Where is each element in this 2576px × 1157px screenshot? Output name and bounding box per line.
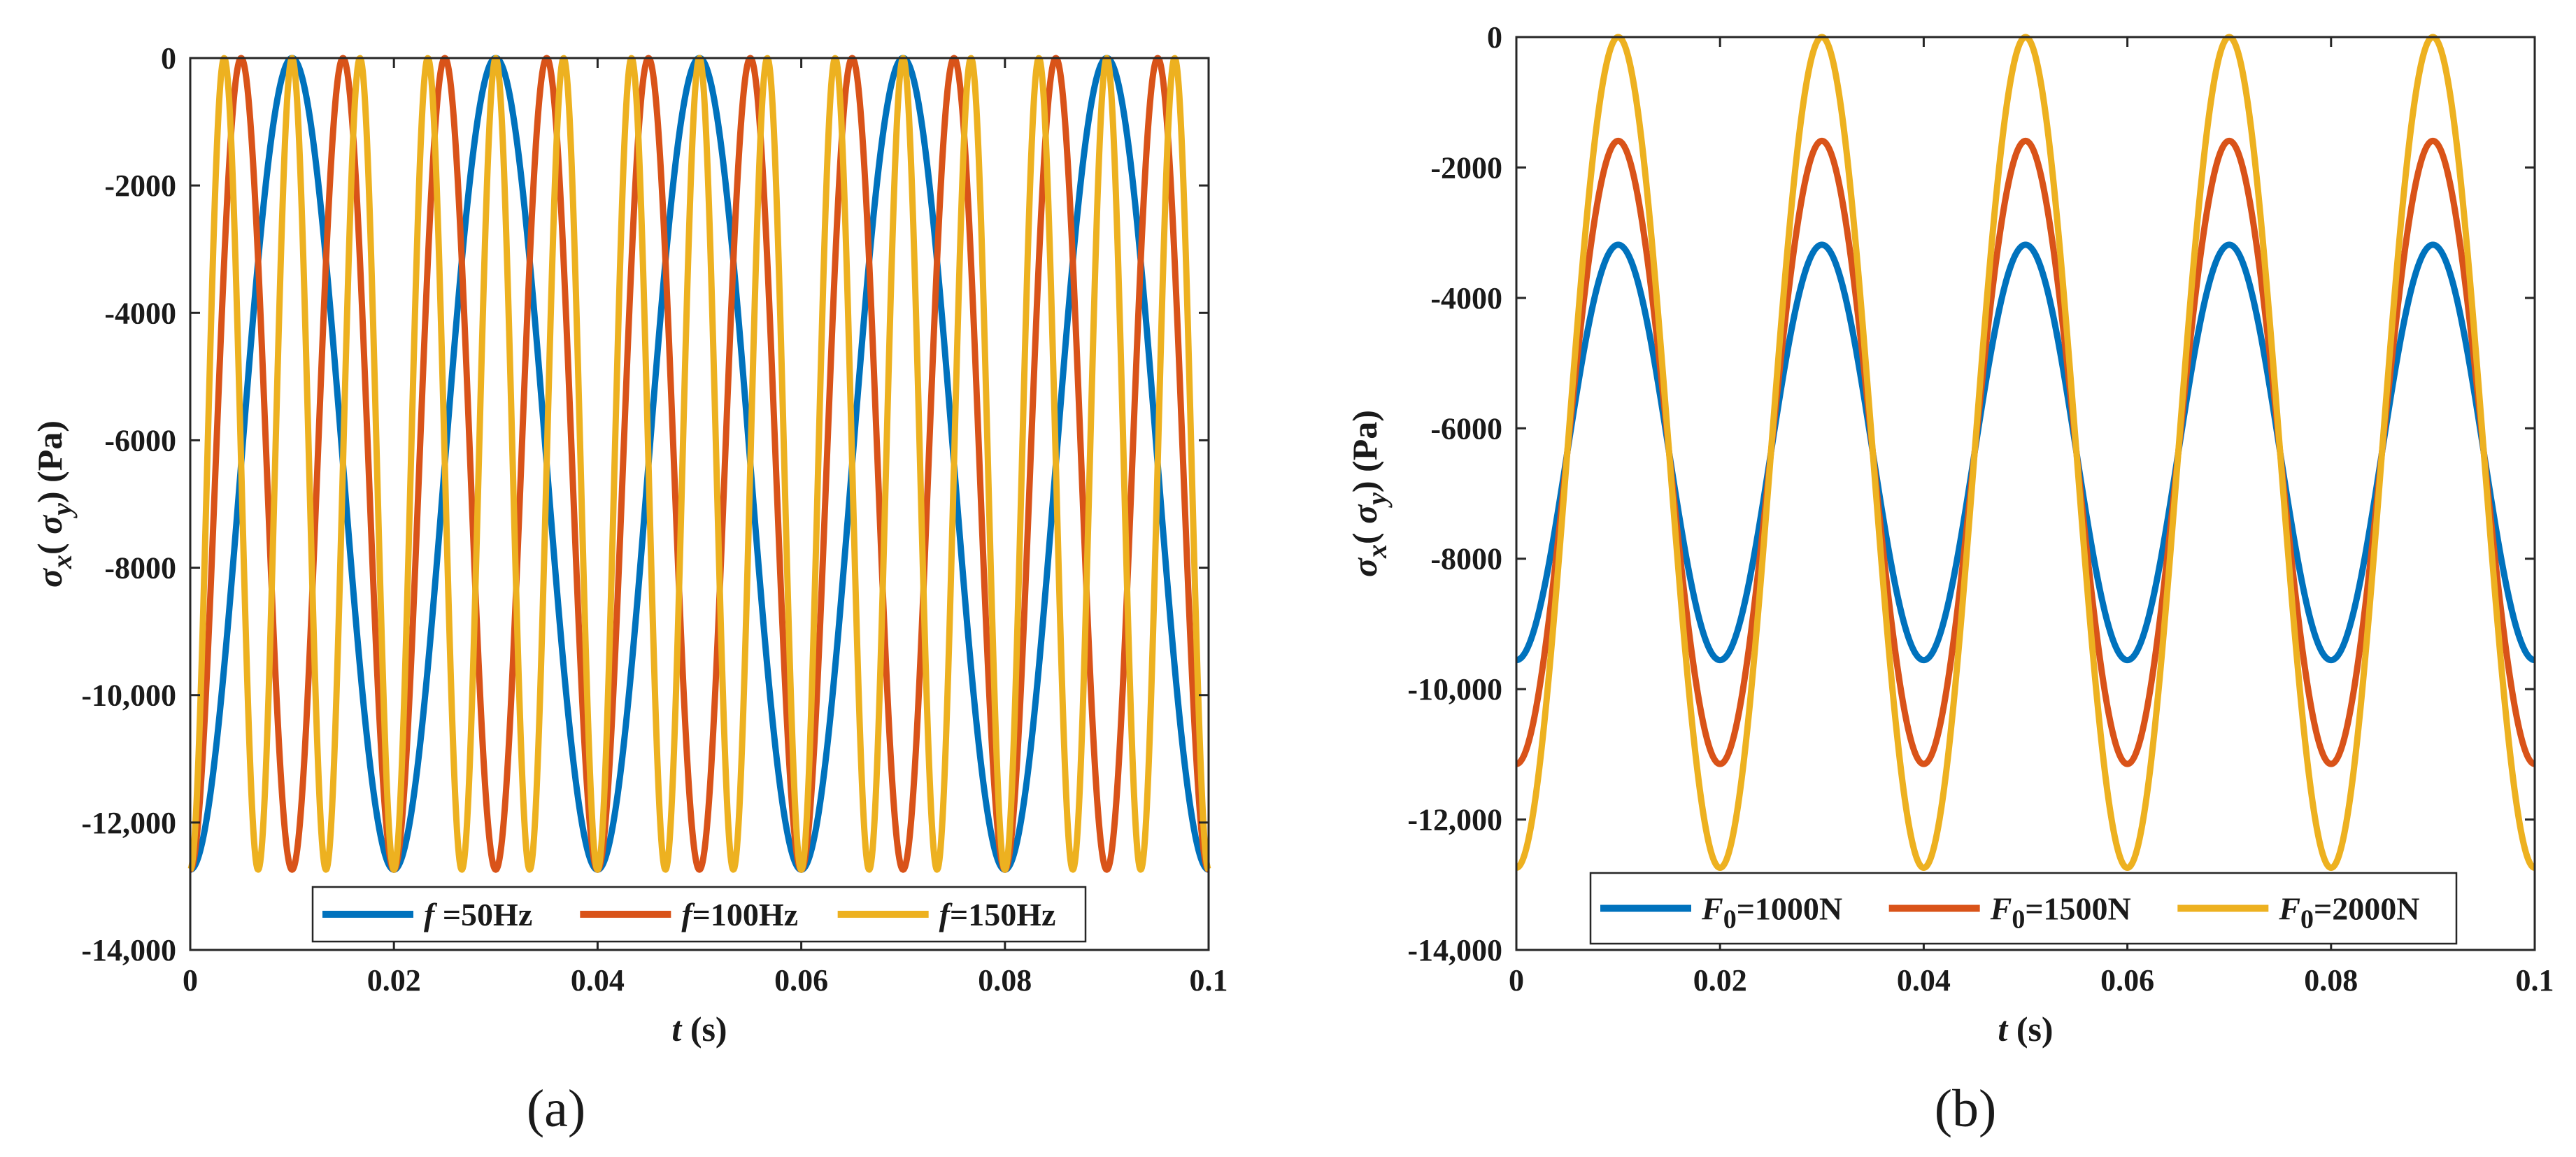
series-line-b-1 [1514, 241, 2538, 664]
y-tick-label: -12,000 [81, 806, 176, 840]
series-line-b-2 [1514, 137, 2538, 767]
y-axis-label-b: σx( σy) (Pa) [1345, 410, 1393, 577]
panel-label-a: (a) [527, 1079, 585, 1138]
series-line-a-3 [187, 55, 1211, 873]
x-tick-label: 0.08 [978, 963, 1032, 998]
x-tick-label: 0 [1509, 963, 1524, 998]
x-tick-label: 0.02 [1693, 963, 1747, 998]
y-tick-label: -8000 [1430, 542, 1502, 576]
y-tick-label: -4000 [1430, 281, 1502, 315]
series-lines-a [187, 55, 1211, 873]
series-line-b-3 [1514, 34, 2538, 872]
x-tick-label: 0.1 [1190, 963, 1228, 998]
y-tick-label: -14,000 [81, 933, 176, 967]
y-tick-label: -6000 [1430, 411, 1502, 446]
legend-entry: f=100Hz [681, 897, 798, 932]
y-tick-label: -12,000 [1407, 803, 1502, 837]
x-tick-label: 0.1 [2516, 963, 2554, 998]
legend-box [311, 886, 1087, 943]
y-tick-label: -14,000 [1407, 933, 1502, 967]
series-lines-b [1514, 34, 2538, 872]
x-tick-label: 0.06 [774, 963, 828, 998]
x-tick-label: 0.08 [2304, 963, 2358, 998]
y-tick-label: -10,000 [81, 679, 176, 713]
plot-frame-b [1515, 36, 2536, 951]
legend-box [1589, 872, 2458, 945]
legend-entry: F0=1500N [1990, 891, 2131, 935]
panel-label-b: (b) [1935, 1079, 1997, 1138]
y-axis-label-a: σx( σy) (Pa) [30, 420, 78, 588]
legend-a: f =50Hz f=100Hz f=150Hz [311, 886, 1087, 943]
y-tick-label: 0 [1487, 20, 1502, 55]
y-tick-label: -6000 [104, 423, 176, 457]
x-axis-label-a: t (s) [671, 1009, 727, 1049]
legend-entry: f=150Hz [939, 897, 1056, 932]
legend-entry: F0=2000N [2278, 891, 2419, 935]
y-tick-label: 0 [161, 41, 176, 76]
series-line-a-2 [187, 55, 1211, 873]
chart-b: 0 0.02 0.04 0.06 0.08 0.1 0 -2000 -4000 -6000 -800… [1345, 20, 2554, 1138]
legend-entry: f =50Hz [424, 897, 532, 932]
legend-b: F0=1000N F0=1500N F0=2000N [1589, 872, 2458, 945]
y-tick-label: -10,000 [1407, 672, 1502, 707]
ticks-a: 0 0.02 0.04 0.06 0.08 0.1 0 -2000 -4000 -6000 -800… [81, 41, 1227, 998]
y-tick-label: -2000 [1430, 150, 1502, 185]
x-tick-label: 0 [183, 963, 198, 998]
chart-a: 0 0.02 0.04 0.06 0.08 0.1 0 -2000 -4000 -6000 -800… [30, 41, 1228, 1138]
x-tick-label: 0.04 [1897, 963, 1951, 998]
plot-frame-a [189, 57, 1210, 951]
x-tick-label: 0.04 [571, 963, 625, 998]
y-tick-label: -2000 [104, 169, 176, 203]
y-tick-label: -4000 [104, 296, 176, 330]
x-tick-label: 0.06 [2100, 963, 2154, 998]
legend-entry: F0=1000N [1701, 891, 1842, 935]
x-tick-label: 0.02 [367, 963, 421, 998]
ticks-b: 0 0.02 0.04 0.06 0.08 0.1 0 -2000 -4000 -6000 -800… [1407, 20, 2554, 998]
y-tick-label: -8000 [104, 551, 176, 585]
x-axis-label-b: t (s) [1998, 1009, 2053, 1049]
